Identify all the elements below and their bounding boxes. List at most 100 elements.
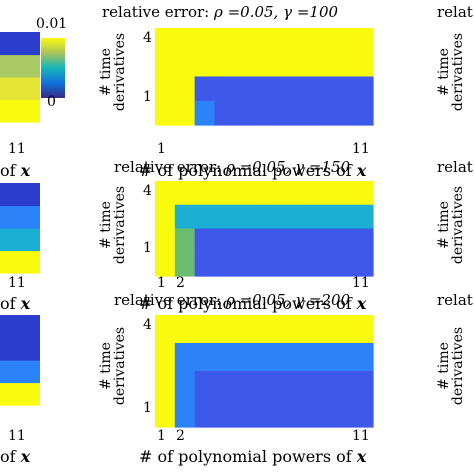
heatmap-cell (333, 343, 354, 372)
heatmap-cell (293, 315, 315, 344)
heatmap-cell (313, 371, 334, 400)
heatmap-cell (194, 204, 216, 230)
heatmap-cell (174, 28, 196, 53)
heatmap-cell (174, 343, 196, 372)
heatmap-cell (293, 399, 315, 428)
left-heatmap-1 (0, 32, 40, 123)
heatmap-cell (234, 252, 255, 277)
heatmap-cell (273, 181, 295, 206)
heatmap-cell (254, 228, 275, 253)
heatmap-cell (234, 100, 255, 126)
heatmap-cell (313, 76, 334, 102)
heatmap-cell (293, 252, 315, 277)
heatmap-cell (194, 315, 216, 344)
heatmap-cell (313, 399, 334, 428)
chart-title-1: relative error: ρ =0.05, γ =100 (102, 3, 339, 21)
heatmap-cell (214, 399, 235, 428)
heatmap-cell (353, 228, 374, 253)
x-tick-second-2: 2 (176, 275, 185, 291)
left-xlabel-1: of x (0, 161, 31, 180)
y-axis-label-1: # time derivatives (98, 32, 128, 112)
y-tick-bottom-1: 1 (143, 89, 152, 105)
heatmap-cell (234, 181, 255, 206)
heatmap-cell (293, 181, 315, 206)
heatmap-cell (333, 252, 354, 277)
heatmap-cell (273, 76, 295, 102)
left-heatmap-cell (0, 337, 40, 361)
heatmap-cell (194, 228, 216, 253)
heatmap-cell (333, 399, 354, 428)
heatmap-cell (194, 252, 216, 277)
chart-title-2-text: relative error: ρ =0.05, γ =150 (114, 158, 351, 176)
heatmap-cell (254, 52, 275, 78)
heatmap-cell (353, 399, 374, 428)
heatmap-cell (313, 100, 334, 126)
heatmap-cell (234, 204, 255, 230)
heatmap-cell (313, 252, 334, 277)
heatmap-cell (254, 371, 275, 400)
heatmap-cell (254, 28, 275, 53)
heatmap-3 (155, 315, 374, 428)
heatmap-cell (273, 100, 295, 126)
heatmap-cell (155, 371, 176, 400)
heatmap-cell (254, 252, 275, 277)
heatmap-cell (273, 371, 295, 400)
heatmap-cell (214, 100, 235, 126)
heatmap-cell (155, 252, 176, 277)
heatmap-cell (293, 28, 315, 53)
heatmap-cell (273, 28, 295, 53)
heatmap-cell (214, 52, 235, 78)
heatmap-cell (273, 52, 295, 78)
heatmap-cell (174, 371, 196, 400)
heatmap-cell (234, 371, 255, 400)
heatmap-cell (333, 228, 354, 253)
heatmap-cell (254, 343, 275, 372)
heatmap-cell (194, 28, 216, 53)
left-heatmap-cell (0, 54, 40, 78)
heatmap-cell (333, 315, 354, 344)
left-xlabel-2: of x (0, 294, 31, 313)
heatmap-cell (155, 315, 176, 344)
heatmap-cell (214, 252, 235, 277)
heatmap-cell (194, 52, 216, 78)
heatmap-cell (254, 181, 275, 206)
heatmap-cell (333, 76, 354, 102)
heatmap-2 (155, 181, 374, 277)
heatmap-cell (293, 371, 315, 400)
heatmap-cell (214, 371, 235, 400)
heatmap-cell (293, 228, 315, 253)
heatmap-cell (293, 204, 315, 230)
colorbar-min-label: 0 (47, 94, 56, 110)
heatmap-cell (313, 28, 334, 53)
heatmap-cell (293, 52, 315, 78)
heatmap-cell (293, 343, 315, 372)
heatmap-cell (254, 399, 275, 428)
x-tick-last-2: 11 (352, 275, 370, 291)
heatmap-cell (234, 76, 255, 102)
left-heatmap-cell (0, 183, 40, 207)
heatmap-cell (273, 252, 295, 277)
heatmap-cell (174, 315, 196, 344)
y-tick-top-1: 4 (143, 30, 152, 46)
heatmap-cell (353, 28, 374, 53)
heatmap-cell (155, 28, 176, 53)
heatmap-cell (254, 100, 275, 126)
x-tick-first-1: 1 (157, 141, 166, 157)
heatmap-cell (273, 343, 295, 372)
heatmap-cell (234, 399, 255, 428)
heatmap-cell (194, 399, 216, 428)
left-tick-1: 11 (8, 141, 26, 157)
heatmap-cell (254, 315, 275, 344)
heatmap-cell (194, 100, 216, 126)
heatmap-cell (333, 100, 354, 126)
heatmap-cell (234, 228, 255, 253)
heatmap-cell (174, 181, 196, 206)
right-ylabel-2: # time derivatives (436, 185, 466, 265)
left-heatmap-2 (0, 183, 40, 274)
x-tick-last-3: 11 (352, 428, 370, 444)
right-title-1: relat (437, 3, 473, 21)
left-heatmap-cell (0, 228, 40, 252)
heatmap-cell (273, 399, 295, 428)
heatmap-cell (155, 204, 176, 230)
heatmap-cell (174, 399, 196, 428)
